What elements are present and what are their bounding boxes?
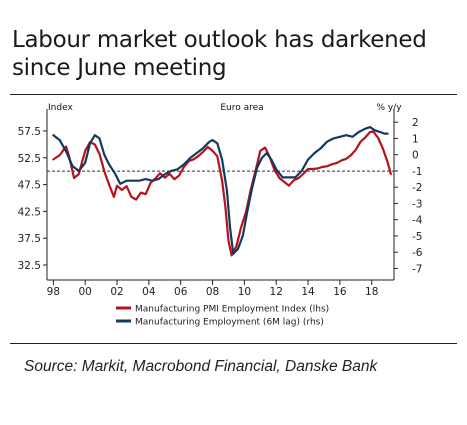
x-tick-label: 08 [206, 286, 219, 298]
legend-label: Manufacturing PMI Employment Index (lhs) [135, 305, 329, 315]
series-line-manufacturing-employment [52, 126, 389, 255]
legend-label: Manufacturing Employment (6M lag) (rhs) [135, 318, 324, 328]
left-tick-label: 42.5 [18, 206, 41, 218]
right-tick-label: -7 [412, 263, 422, 275]
right-tick-label: -5 [412, 231, 422, 243]
x-tick-label: 18 [365, 286, 378, 298]
x-tick-label: 00 [79, 286, 92, 298]
x-tick-label: 04 [142, 286, 156, 298]
left-tick-label: 52.5 [18, 153, 41, 165]
chart-title: Labour market outlook has darkened since… [12, 27, 427, 81]
right-tick-label: -1 [412, 166, 422, 178]
chart-panel: 57.5 52.5 47.5 42.5 37.5 32.5 2 1 0 -1 -2 -3 -4 -5 -6-… [10, 94, 457, 344]
right-tick-label: -2 [412, 182, 422, 194]
x-tick-label: 12 [270, 286, 283, 298]
source-note: Source: Markit, Macrobond Financial, Dan… [24, 358, 378, 375]
x-tick-label: 14 [301, 286, 315, 298]
right-tick-label: 1 [412, 133, 419, 145]
left-tick-label: 37.5 [18, 233, 41, 245]
right-axis-label: % y/y [376, 103, 402, 113]
chart-annotation: Euro area [220, 103, 263, 113]
right-tick-label: -3 [412, 198, 422, 210]
left-tick-label: 32.5 [18, 260, 41, 272]
right-tick-label: 2 [412, 117, 419, 129]
left-tick-label: 47.5 [18, 180, 41, 192]
x-tick-label: 06 [174, 286, 188, 298]
line-chart: 57.552.547.542.537.532.5210-1-2-3-4-5-6-… [18, 103, 423, 328]
right-tick-label: 0 [412, 150, 419, 162]
x-tick-label: 10 [238, 286, 251, 298]
x-tick-label: 02 [110, 286, 123, 298]
x-tick-label: 98 [47, 286, 60, 298]
right-tick-label: -4 [412, 215, 423, 227]
left-axis-label: Index [48, 103, 73, 113]
left-tick-label: 57.5 [18, 126, 41, 138]
right-tick-label: -6 [412, 247, 423, 259]
series-line-pmi-employment [52, 130, 392, 257]
x-tick-label: 16 [333, 286, 347, 298]
